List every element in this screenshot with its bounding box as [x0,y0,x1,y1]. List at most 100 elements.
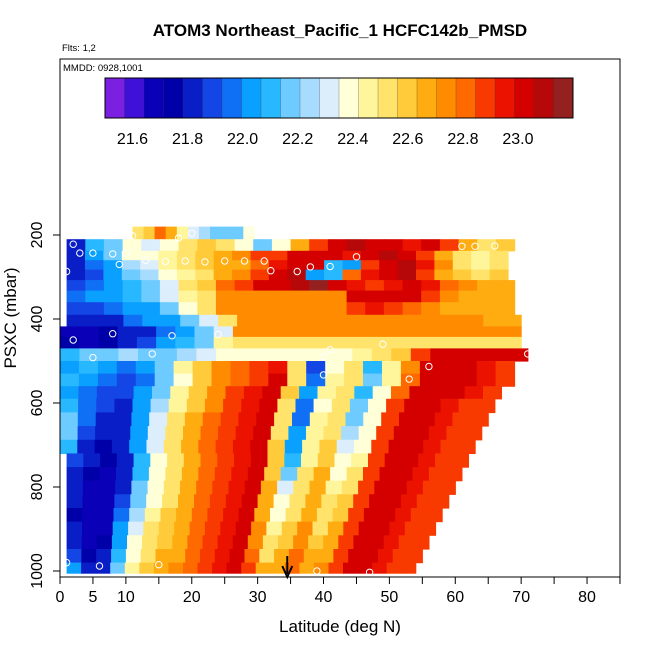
heatmap-cell [338,535,354,550]
heatmap-cell [232,269,252,281]
heatmap-cell [416,494,434,509]
chart-title: ATOM3 Northeast_Pacific_1 HCFC142b_PMSD [153,21,527,40]
colorbar-swatch [417,78,437,118]
y-tick-label: 1000 [29,553,46,589]
heatmap-cell [301,453,319,468]
heatmap-cell [292,412,311,427]
heatmap-cell [396,467,414,482]
heatmap-cell [253,280,273,292]
colorbar: 21.6 21.8 22.0 22.2 22.4 22.6 22.8 23.0 [104,77,574,148]
sample-point [188,229,196,238]
heatmap-cell [327,290,348,303]
heatmap-cell [477,290,497,303]
heatmap-cell [365,302,385,316]
heatmap-cell [154,373,175,387]
heatmap-cell [267,439,286,454]
heatmap-cell [200,453,218,468]
heatmap-cell [297,467,315,482]
heatmap-cell [402,302,422,316]
heatmap-cell [250,260,270,271]
heatmap-cell [133,386,153,400]
heatmap-cell [406,480,424,495]
heatmap-cell [213,260,233,271]
heatmap-cell [325,361,345,375]
heatmap-cell [178,290,198,303]
heatmap-cell [400,373,421,387]
date-label: MMDD: 0928,1001 [63,63,143,74]
heatmap-cell [259,549,275,564]
heatmap-cell [371,439,390,454]
heatmap-cell [213,336,234,349]
heatmap-cell [305,260,325,271]
colorbar-swatch [202,78,223,118]
heatmap-cell [251,521,268,536]
heatmap-cell [305,269,325,281]
heatmap-cell [383,280,404,292]
heatmap-cell [60,386,79,400]
heatmap-cell [232,336,253,349]
heatmap-cell [264,467,282,482]
heatmap-cell [66,260,86,271]
heatmap-cell [154,361,175,375]
heatmap-cell [66,269,86,281]
heatmap-cell [103,290,124,303]
sample-point [214,330,222,339]
heatmap-cell [225,386,245,400]
heatmap-cell [343,521,360,536]
heatmap-cell [434,412,454,427]
heatmap-cell [165,226,178,240]
x-tick-label: 60 [446,589,464,606]
heatmap-cell [457,439,476,454]
sample-point [306,263,314,271]
heatmap-cell [140,260,160,271]
heatmap-cell [341,480,359,495]
heatmap-cell [407,314,427,327]
heatmap-cell [422,480,440,495]
heatmap-cell [249,361,269,375]
heatmap-cell [383,290,404,303]
heatmap-cell [302,439,320,454]
heatmap-cell [290,239,310,252]
heatmap-cell [354,439,372,454]
heatmap-cell [270,426,289,441]
heatmap-cell [161,314,181,327]
heatmap-cell [192,361,213,375]
heatmap-cell [141,302,161,316]
heatmap-cell [452,250,472,261]
heatmap-cell [425,326,445,338]
heatmap-cell [66,280,86,292]
heatmap-cell [215,439,234,454]
heatmap-cell [121,269,141,281]
heatmap-cell [332,348,353,362]
heatmap-cell [66,508,83,523]
sample-point [109,330,117,338]
heatmap-cell [136,326,157,338]
heatmap-cell [95,562,111,574]
heatmap-cell [273,494,291,509]
heatmap-cell [325,373,345,387]
heatmap-cell [274,348,295,362]
heatmap-cell [270,508,287,523]
heatmap-cell [446,426,465,441]
heatmap-cell [313,467,331,482]
x-tick-label: 5 [88,589,97,606]
heatmap-cell [471,269,491,281]
heatmap-cell [301,508,318,523]
heatmap-cell [268,260,288,271]
heatmap-cell [369,314,390,327]
heatmap-cell [117,326,138,338]
heatmap-cell [175,326,196,338]
heatmap-cell [416,250,435,261]
heatmap-cell [131,480,149,495]
heatmap-cell [281,521,298,536]
sample-point [319,371,328,379]
heatmap-cell [103,239,124,252]
heatmap-cell [95,412,115,427]
heatmap-cell [140,549,157,564]
heatmap-cell [482,336,503,349]
heatmap-cell [309,326,330,338]
heatmap-cell [148,467,166,482]
heatmap-cell [428,467,446,482]
heatmap-cell [259,398,278,414]
heatmap-cell [122,290,142,303]
